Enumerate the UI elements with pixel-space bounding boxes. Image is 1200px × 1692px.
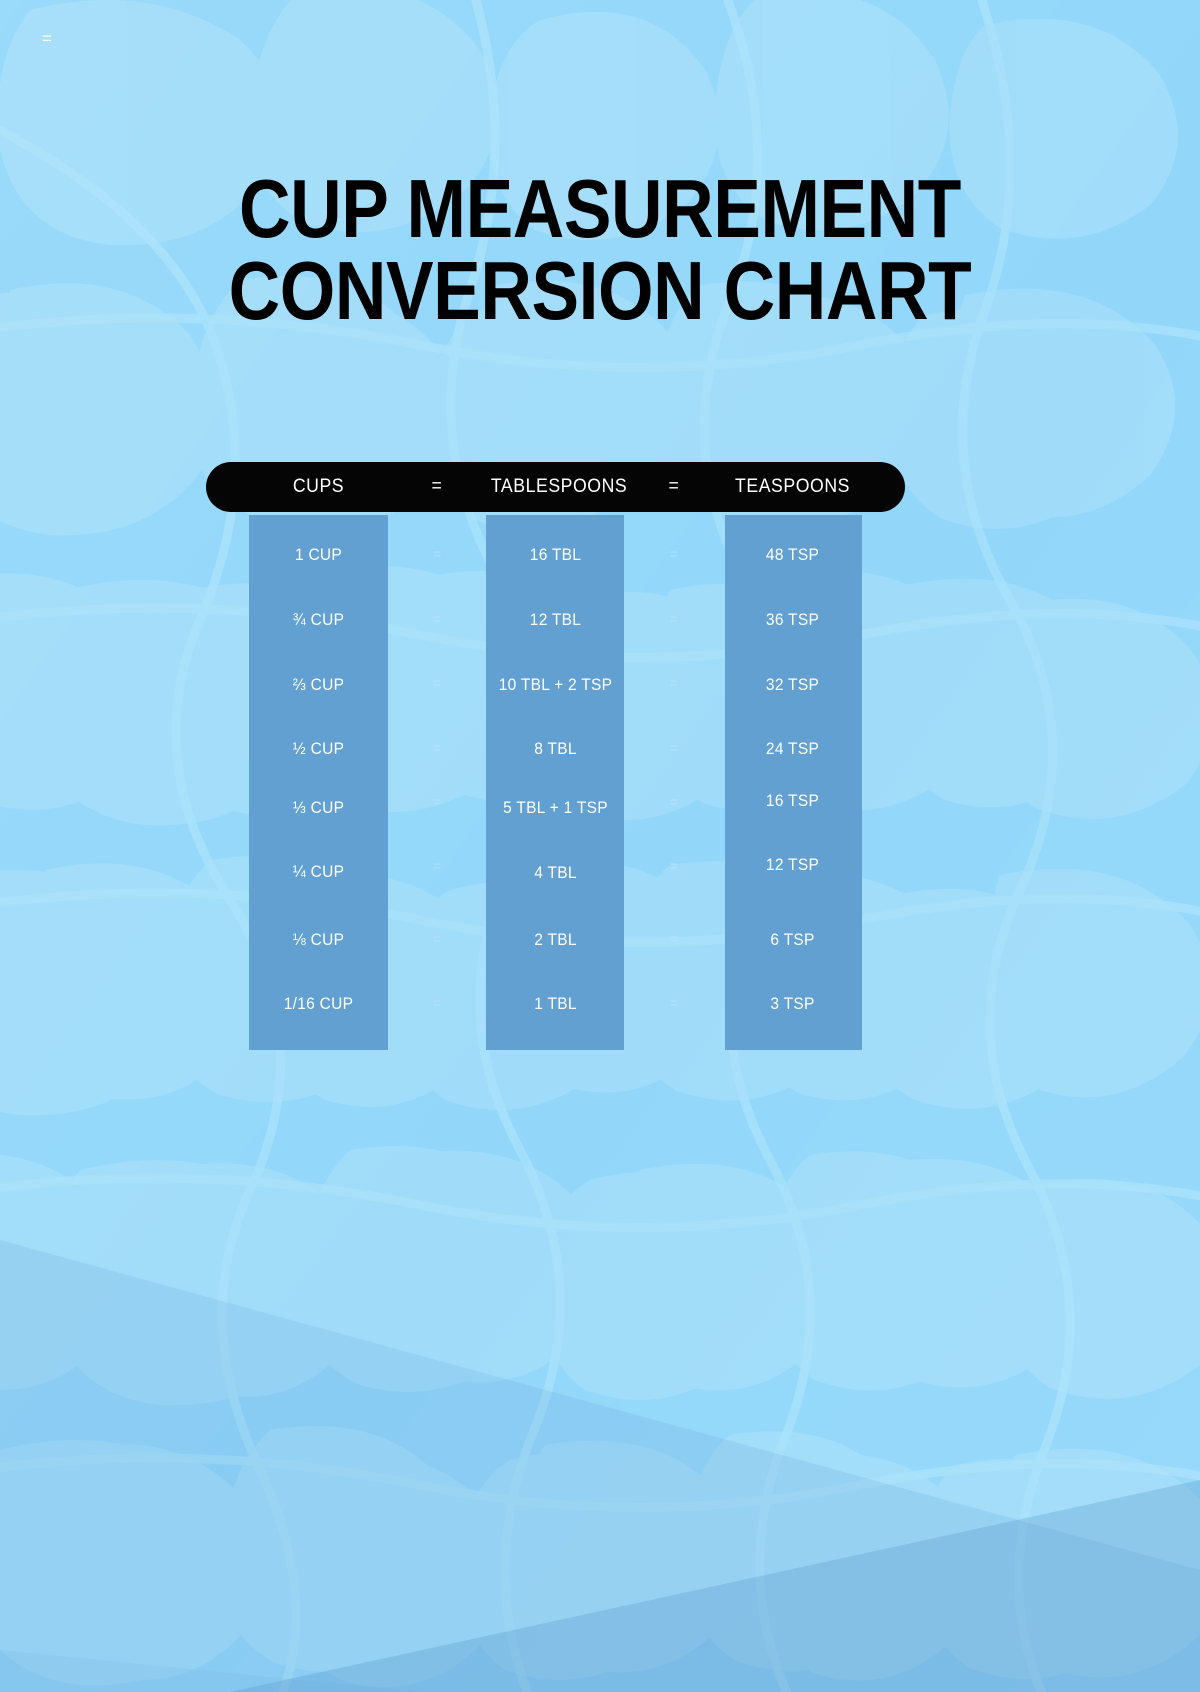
- page-title-line-2: CONVERSION CHART: [228, 244, 972, 338]
- cell-cups: ⅓ CUP: [292, 799, 345, 817]
- cell-teaspoons: 6 TSP: [770, 931, 815, 949]
- cell-equals-1: =: [432, 858, 442, 875]
- cell-tablespoons: 8 TBL: [534, 740, 577, 758]
- cell-equals-1: =: [432, 611, 442, 628]
- cell-equals-1: =: [432, 546, 442, 563]
- header-cups: CUPS: [292, 476, 345, 497]
- cell-equals-1: =: [432, 794, 442, 811]
- cell-tablespoons: 5 TBL + 1 TSP: [503, 799, 608, 817]
- cell-cups: ¼ CUP: [292, 863, 345, 881]
- cell-tablespoons: 16 TBL: [529, 546, 582, 564]
- cell-teaspoons: 16 TSP: [765, 792, 820, 810]
- header-teaspoons: TEASPOONS: [734, 476, 851, 497]
- cell-equals-1: =: [432, 675, 442, 692]
- cell-teaspoons: 36 TSP: [765, 611, 820, 629]
- page-title-line-1: CUP MEASUREMENT: [239, 162, 961, 255]
- table-row: ⅓ CUP = 5 TBL + 1 TSP = 16 TSP: [206, 776, 905, 840]
- table-row: ¼ CUP = 4 TBL = 12 TSP: [206, 840, 905, 904]
- cell-equals-2: =: [669, 858, 679, 875]
- table-row: 1 CUP = 16 TBL = 48 TSP: [206, 523, 905, 587]
- table-row: ⅛ CUP = 2 TBL = 6 TSP: [206, 908, 905, 972]
- cell-cups: 1/16 CUP: [283, 995, 354, 1013]
- cell-equals-2: =: [669, 611, 679, 628]
- cell-teaspoons: 12 TSP: [765, 856, 820, 874]
- cell-equals-2: =: [669, 931, 679, 948]
- cell-cups: ⅔ CUP: [292, 676, 345, 694]
- header-equals-2: =: [668, 476, 680, 497]
- cell-cups: ½ CUP: [292, 740, 345, 758]
- table-row: ¾ CUP = 12 TBL = 36 TSP: [206, 588, 905, 652]
- cell-tablespoons: 10 TBL + 2 TSP: [498, 676, 613, 694]
- cell-cups: ⅛ CUP: [292, 931, 345, 949]
- header-equals-1: =: [431, 476, 443, 497]
- cell-equals-2: =: [669, 794, 679, 811]
- cell-teaspoons: 32 TSP: [765, 676, 820, 694]
- cell-tablespoons: 1 TBL: [534, 995, 577, 1013]
- table-row: ⅔ CUP = 10 TBL + 2 TSP = 32 TSP: [206, 653, 905, 717]
- cell-teaspoons: 3 TSP: [770, 995, 815, 1013]
- cell-cups: ¾ CUP: [292, 611, 345, 629]
- table-header-bar: CUPS = TABLESPOONS = TEASPOONS: [206, 462, 905, 512]
- cell-equals-1: =: [432, 931, 442, 948]
- header-tablespoons: TABLESPOONS: [490, 476, 628, 497]
- cell-equals-2: =: [669, 995, 679, 1012]
- cell-equals-2: =: [669, 546, 679, 563]
- cell-tablespoons: 2 TBL: [534, 931, 577, 949]
- cell-teaspoons: 48 TSP: [765, 546, 820, 564]
- cell-equals-2: =: [669, 675, 679, 692]
- cell-tablespoons: 4 TBL: [534, 864, 577, 882]
- cell-equals-1: =: [432, 995, 442, 1012]
- table-row: 1/16 CUP = 1 TBL = 3 TSP: [206, 972, 905, 1036]
- cell-cups: 1 CUP: [294, 546, 343, 564]
- corner-equals-icon: =: [42, 29, 52, 48]
- page-title: CUP MEASUREMENT CONVERSION CHART: [0, 162, 1200, 338]
- cell-tablespoons: 12 TBL: [529, 611, 582, 629]
